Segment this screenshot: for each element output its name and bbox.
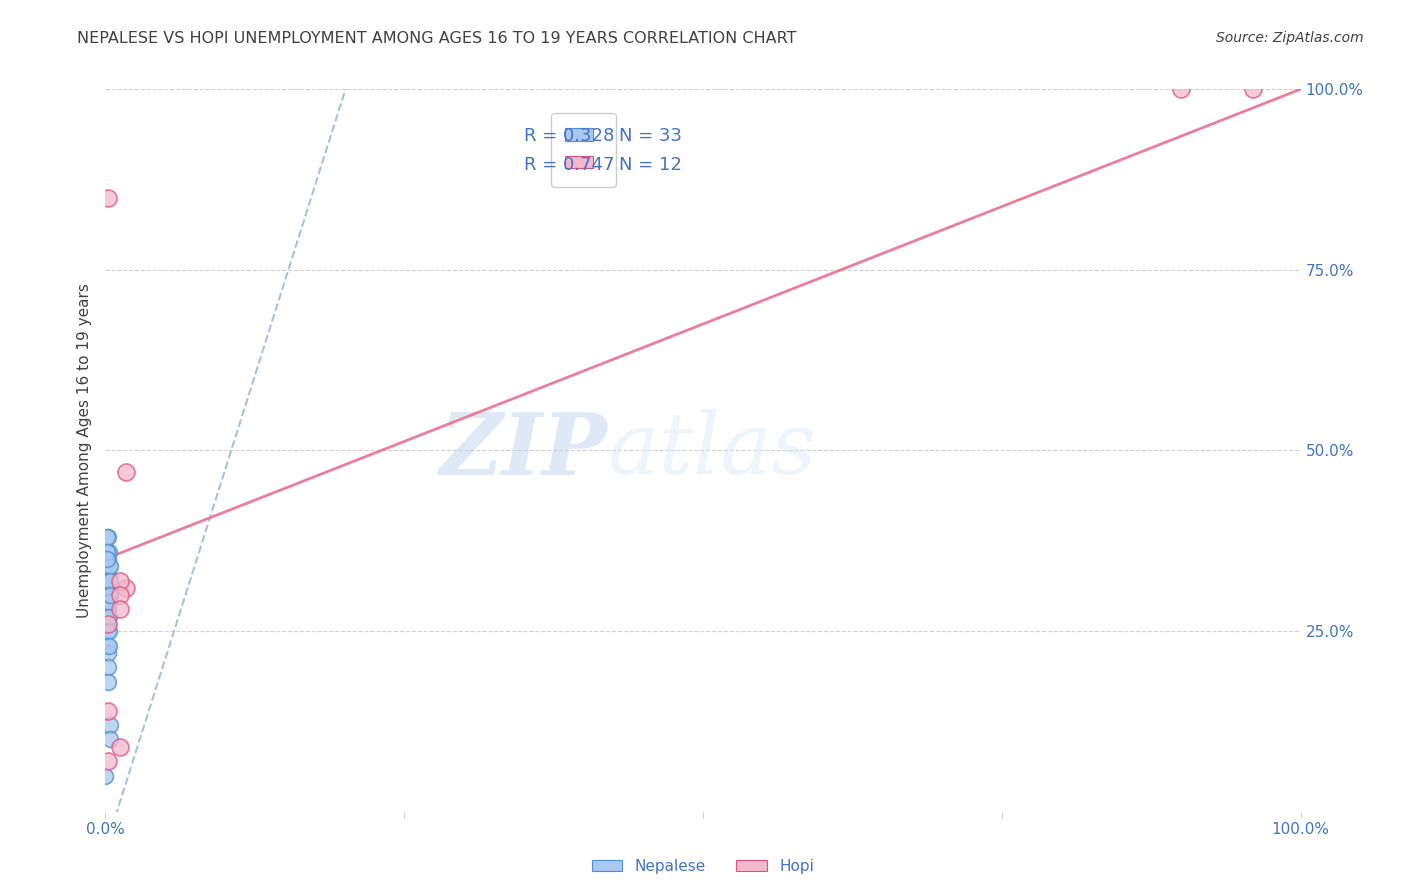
Text: N = 12: N = 12 (619, 156, 682, 174)
Text: ZIP: ZIP (440, 409, 607, 492)
Point (97, 616, 120, 631)
Point (94, 769, 117, 783)
Point (98, 574, 121, 588)
Point (98, 588, 121, 602)
Text: R = 0.328: R = 0.328 (524, 128, 614, 145)
Point (97, 602, 120, 616)
Legend: Nepalese, Hopi: Nepalese, Hopi (586, 853, 820, 880)
Point (97, 544, 120, 558)
Y-axis label: Unemployment Among Ages 16 to 19 years: Unemployment Among Ages 16 to 19 years (76, 283, 91, 618)
Text: NEPALESE VS HOPI UNEMPLOYMENT AMONG AGES 16 TO 19 YEARS CORRELATION CHART: NEPALESE VS HOPI UNEMPLOYMENT AMONG AGES… (77, 31, 797, 46)
Point (108, 588, 131, 602)
Point (98, 624, 121, 639)
Text: Source: ZipAtlas.com: Source: ZipAtlas.com (1216, 31, 1364, 45)
Point (97, 609, 120, 624)
Point (97, 646, 120, 660)
Point (108, 574, 131, 588)
Point (98, 588, 121, 602)
Point (97, 574, 120, 588)
Text: N = 33: N = 33 (619, 128, 682, 145)
Point (114, 465, 136, 479)
Point (97, 624, 120, 639)
Point (97, 754, 120, 768)
Point (97, 704, 120, 718)
Point (108, 602, 131, 616)
Legend: , : , (551, 112, 616, 186)
Point (97, 674, 120, 689)
Point (98, 595, 121, 609)
Point (98, 559, 121, 574)
Point (97, 551, 120, 566)
Point (98, 544, 121, 558)
Point (97, 566, 120, 581)
Point (98, 559, 121, 574)
Point (97, 616, 120, 631)
Point (97, 639, 120, 653)
Point (97, 660, 120, 674)
Point (98, 574, 121, 588)
Point (97, 191, 120, 205)
Point (98, 718, 121, 732)
Point (96, 544, 118, 558)
Text: atlas: atlas (607, 409, 817, 491)
Point (98, 732, 121, 747)
Point (98, 639, 121, 653)
Point (96, 530, 118, 544)
Point (97, 588, 120, 602)
Point (96, 551, 118, 566)
Point (1170, 82, 1192, 96)
Point (97, 581, 120, 595)
Point (108, 739, 131, 754)
Text: R = 0.747: R = 0.747 (524, 156, 614, 174)
Point (97, 595, 120, 609)
Point (97, 530, 120, 544)
Point (98, 609, 121, 624)
Point (114, 581, 136, 595)
Point (1241, 82, 1264, 96)
